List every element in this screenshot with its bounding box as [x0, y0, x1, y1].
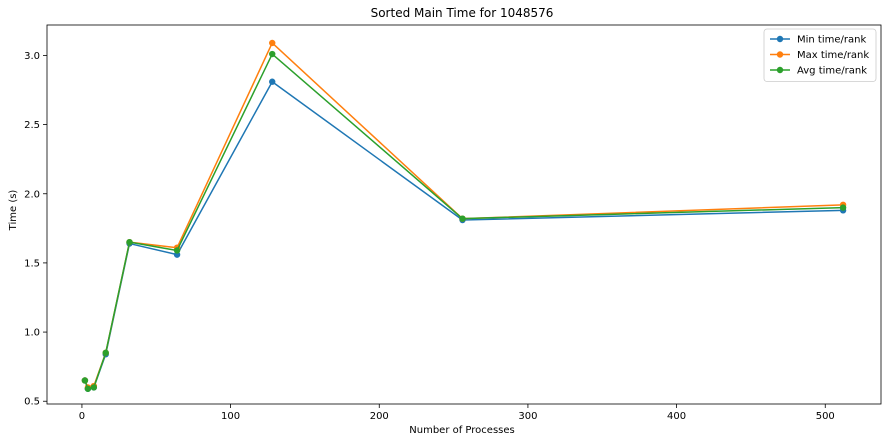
axes: 0 100 200 300 400 500 0.5 1.0 1.5 2.0 2.5 3.0 — [24, 24, 882, 422]
y-tick-label: 0.5 — [24, 397, 40, 408]
x-tick-label: 100 — [221, 411, 240, 422]
data-point — [459, 215, 466, 222]
y-tick-label: 1.5 — [24, 258, 40, 269]
plot-area — [47, 25, 881, 404]
legend-marker — [776, 66, 784, 74]
data-point — [126, 238, 133, 246]
plot-background — [47, 25, 881, 404]
legend-entry: Min time/rank — [770, 35, 866, 46]
data-point — [84, 385, 92, 392]
x-tick-label: 300 — [518, 411, 537, 422]
y-tick-label: 1.0 — [24, 328, 40, 339]
x-tick-label: 400 — [667, 411, 686, 422]
legend-label: Min time/rank — [797, 35, 866, 46]
y-axis-label: Time (s) — [8, 190, 19, 232]
data-point — [90, 384, 98, 391]
axes-frame — [46, 24, 882, 405]
y-tick-label: 3.0 — [24, 51, 40, 62]
series-3 — [81, 50, 847, 392]
x-tick-label: 200 — [370, 411, 389, 422]
data-point — [839, 204, 847, 211]
legend-entry: Avg time/rank — [770, 66, 867, 77]
x-tick-label: 500 — [816, 411, 835, 422]
data-point — [81, 377, 89, 384]
x-tick-label: 0 — [79, 411, 85, 422]
legend-label: Max time/rank — [797, 50, 869, 61]
series-group — [81, 39, 847, 392]
legend: Min time/rank Max time/rank Avg time/rank — [763, 28, 877, 82]
data-point — [269, 39, 276, 47]
data-point — [269, 50, 276, 58]
legend-marker — [776, 51, 784, 58]
data-point — [102, 349, 109, 357]
legend-box — [763, 28, 877, 82]
data-point — [269, 78, 276, 85]
legend-marker — [776, 35, 784, 43]
y-tick-label: 2.5 — [24, 120, 40, 131]
legend-label: Avg time/rank — [797, 66, 867, 77]
y-tick-label: 2.0 — [24, 189, 40, 200]
chart-title: Sorted Main Time for 1048576 — [371, 6, 554, 20]
legend-entry: Max time/rank — [770, 50, 869, 61]
data-point — [173, 247, 181, 254]
x-axis-label: Number of Processes — [409, 425, 514, 436]
